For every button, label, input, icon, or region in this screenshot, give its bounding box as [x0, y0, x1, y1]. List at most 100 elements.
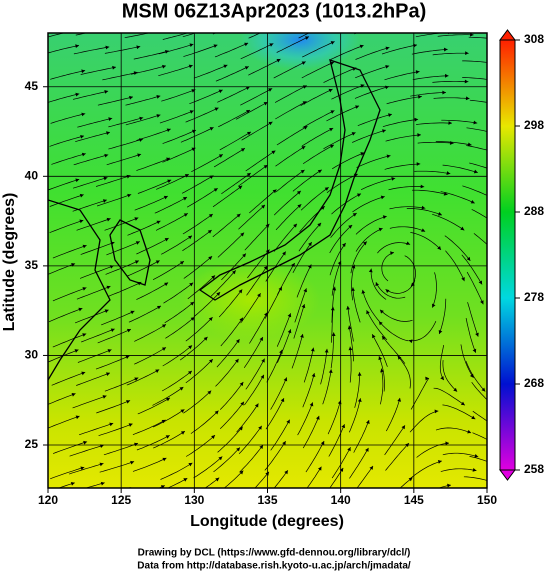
- streamline-arrow: [356, 193, 361, 197]
- streamline-arrow: [105, 45, 110, 50]
- streamline-arrow: [425, 376, 429, 381]
- streamline: [329, 224, 353, 254]
- streamline: [273, 190, 302, 216]
- streamline: [48, 45, 80, 54]
- x-tick-label: 130: [184, 493, 204, 507]
- streamline: [75, 33, 89, 36]
- streamline-arrow: [360, 152, 365, 156]
- streamline: [432, 52, 469, 56]
- streamline-arrow: [386, 154, 391, 159]
- streamline: [328, 424, 345, 457]
- streamline-arrow: [481, 387, 486, 392]
- streamline-arrow: [521, 446, 525, 449]
- streamline-arrow: [382, 335, 386, 340]
- streamline-arrow: [188, 345, 193, 350]
- streamline: [331, 306, 334, 343]
- streamline: [185, 316, 213, 342]
- field: [48, 22, 525, 507]
- streamline-arrow: [385, 64, 390, 69]
- streamline-arrow: [183, 197, 188, 201]
- streamline: [379, 309, 413, 322]
- y-axis-label: Latitude (degrees): [1, 193, 18, 332]
- streamline: [323, 132, 356, 150]
- streamline: [185, 434, 216, 457]
- streamline: [377, 242, 411, 254]
- streamline: [108, 117, 144, 128]
- streamline-arrow: [74, 349, 79, 353]
- streamline-arrow: [421, 205, 426, 210]
- streamline-arrow: [301, 61, 306, 65]
- streamline-arrow: [102, 395, 107, 399]
- streamline: [435, 427, 472, 434]
- streamline: [461, 254, 483, 285]
- streamline-arrow: [382, 215, 387, 220]
- streamline-arrow: [211, 435, 216, 439]
- streamline-arrow: [495, 481, 499, 485]
- streamline-arrow: [136, 45, 141, 50]
- streamline: [330, 332, 335, 369]
- streamline: [102, 71, 138, 81]
- streamline: [73, 154, 109, 166]
- colorbar-tick-label: 288: [524, 204, 544, 218]
- streamline-arrow: [341, 424, 346, 429]
- streamline: [302, 415, 320, 449]
- streamline: [80, 66, 116, 75]
- streamline-arrow: [348, 346, 353, 351]
- streamline: [438, 298, 447, 335]
- streamline-arrow: [81, 112, 86, 117]
- streamline-arrow: [467, 142, 472, 147]
- streamline-arrow: [461, 277, 465, 282]
- y-tick-label: 45: [25, 79, 39, 93]
- streamline: [378, 22, 413, 32]
- streamline: [354, 33, 358, 35]
- streamline-arrow: [259, 336, 263, 341]
- streamline: [73, 90, 109, 100]
- streamline: [245, 358, 265, 390]
- streamline-arrow: [180, 409, 185, 413]
- streamline-arrow: [308, 242, 312, 247]
- streamline: [472, 432, 487, 440]
- streamline-arrow: [472, 467, 477, 472]
- streamline-arrow: [110, 241, 115, 246]
- streamline: [410, 460, 442, 479]
- streamline-arrow: [357, 372, 362, 376]
- streamline: [330, 44, 364, 60]
- streamline: [104, 46, 141, 54]
- streamline-arrow: [246, 172, 251, 177]
- streamline: [136, 434, 170, 451]
- streamline-arrow: [106, 131, 110, 135]
- streamline: [357, 113, 392, 127]
- streamline-arrow: [162, 457, 167, 462]
- streamline: [95, 355, 130, 370]
- streamline-arrow: [360, 84, 365, 88]
- streamline: [214, 42, 249, 58]
- streamline: [381, 44, 417, 55]
- streamline: [467, 302, 479, 337]
- streamline-arrow: [357, 398, 362, 402]
- streamline-arrow: [156, 114, 161, 118]
- streamline-arrow: [106, 285, 111, 290]
- streamline-arrow: [372, 334, 376, 339]
- streamline: [238, 425, 262, 455]
- streamline-arrow: [385, 46, 390, 51]
- streamline: [212, 213, 241, 238]
- streamline: [381, 252, 395, 282]
- streamline-arrow: [303, 288, 307, 293]
- streamline: [247, 249, 270, 279]
- streamline: [397, 355, 411, 389]
- streamline-arrow: [443, 191, 448, 196]
- streamline-arrow: [442, 90, 446, 95]
- streamline: [126, 369, 160, 386]
- streamline-arrow: [80, 466, 85, 471]
- streamline-arrow: [516, 282, 520, 286]
- streamline-arrow: [167, 179, 172, 184]
- streamline-arrow: [518, 503, 522, 507]
- streamline-arrow: [189, 110, 194, 114]
- streamline: [132, 457, 167, 472]
- streamline: [108, 138, 144, 150]
- streamline: [218, 289, 243, 318]
- streamline: [415, 33, 445, 38]
- streamline: [240, 88, 273, 106]
- streamline: [128, 305, 162, 323]
